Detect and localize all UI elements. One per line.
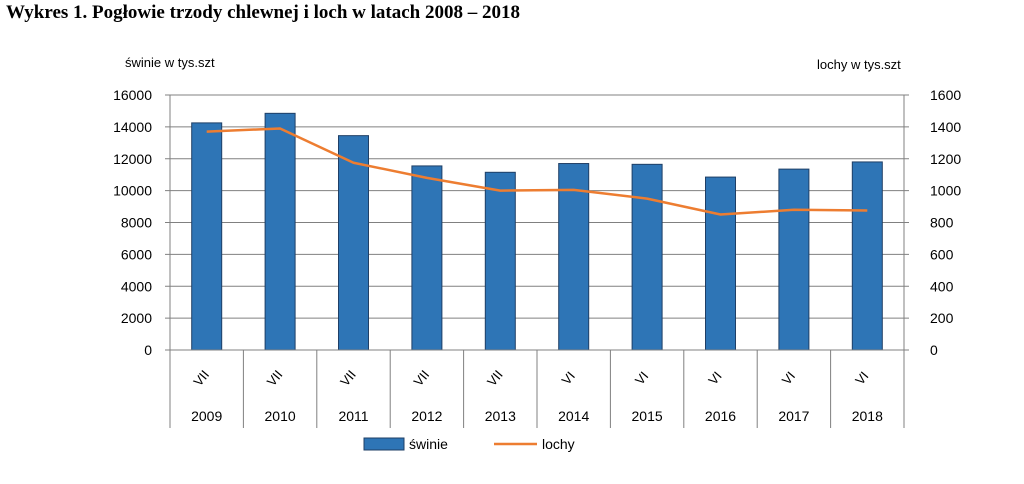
bar-swinie	[191, 122, 223, 351]
bar-swinie	[484, 171, 516, 351]
x-tick-label-year: 2011	[338, 408, 368, 424]
y-tick-label-right: 0	[930, 342, 938, 358]
y-tick-label-right: 800	[930, 215, 954, 231]
y-tick-label-right: 1200	[930, 151, 961, 167]
bar-swinie	[411, 165, 443, 351]
x-tick-label-month: VI	[705, 369, 724, 388]
chart-title: Wykres 1. Pogłowie trzody chlewnej i loc…	[6, 2, 521, 23]
legend: świnie lochy	[363, 436, 575, 452]
bar-swinie	[631, 163, 663, 351]
y-tick-label-right: 1400	[930, 119, 961, 135]
bar-series-swinie	[191, 112, 883, 351]
bar-swinie	[558, 163, 590, 351]
y-tick-label-left: 8000	[121, 215, 152, 231]
y-axis-label-right: lochy w tys.szt	[817, 57, 901, 72]
y-tick-label-left: 6000	[121, 246, 152, 262]
x-tick-label-month: VII	[190, 367, 212, 389]
line-series-lochy	[206, 127, 868, 216]
y-tick-label-right: 400	[930, 278, 954, 294]
y-tick-label-right: 200	[930, 310, 954, 326]
x-tick-label-year: 2018	[852, 408, 883, 424]
bar-swinie	[778, 168, 810, 351]
y-tick-label-left: 2000	[121, 310, 152, 326]
x-tick-label-month: VII	[484, 367, 506, 389]
x-tick-label-year: 2009	[191, 408, 222, 424]
bar-swinie	[338, 135, 369, 351]
y-tick-label-left: 10000	[113, 183, 152, 199]
y-tick-label-right: 1000	[930, 183, 961, 199]
y-tick-label-left: 0	[144, 342, 152, 358]
x-tick-label-month: VII	[411, 367, 433, 389]
x-tick-label-year: 2017	[778, 408, 809, 424]
x-tick-label-year: 2013	[485, 408, 516, 424]
y-tick-label-left: 14000	[113, 119, 152, 135]
axes	[165, 94, 909, 428]
bar-swinie	[851, 161, 883, 351]
x-tick-label-month: VII	[337, 367, 359, 389]
x-tick-label-year: 2014	[558, 408, 589, 424]
legend-label-swinie: świnie	[409, 436, 448, 452]
y-tick-label-left: 4000	[121, 278, 152, 294]
x-tick-label-month: VI	[779, 369, 798, 388]
x-tick-label-month: VI	[632, 369, 651, 388]
x-tick-label-month: VII	[264, 367, 286, 389]
x-tick-label-year: 2016	[705, 408, 736, 424]
bar-swinie	[705, 176, 736, 351]
y-tick-label-left: 16000	[113, 87, 152, 103]
legend-label-lochy: lochy	[542, 436, 575, 452]
legend-swatch-swinie	[363, 437, 405, 451]
x-tick-label-year: 2010	[265, 408, 296, 424]
x-tick-label-month: VI	[559, 369, 578, 388]
y-tick-label-right: 600	[930, 246, 954, 262]
x-tick-label-month: VI	[852, 369, 871, 388]
y-tick-label-right: 1600	[930, 87, 961, 103]
x-tick-label-year: 2015	[632, 408, 663, 424]
line-lochy	[206, 127, 868, 216]
bar-swinie	[264, 112, 296, 351]
x-tick-label-year: 2012	[411, 408, 442, 424]
y-tick-label-left: 12000	[113, 151, 152, 167]
y-axis-label-left: świnie w tys.szt	[125, 55, 215, 70]
